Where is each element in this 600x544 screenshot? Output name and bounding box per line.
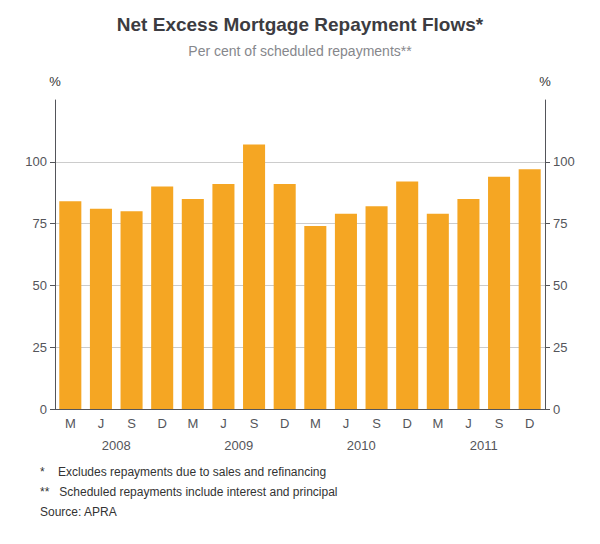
svg-text:D: D [157, 416, 166, 431]
svg-text:D: D [402, 416, 411, 431]
svg-text:75: 75 [553, 216, 567, 231]
svg-text:S: S [495, 416, 504, 431]
svg-text:J: J [220, 416, 227, 431]
svg-text:D: D [525, 416, 534, 431]
svg-text:%: % [539, 74, 551, 89]
svg-text:Source: APRA: Source: APRA [40, 505, 117, 519]
svg-text:2010: 2010 [347, 438, 376, 453]
svg-text:M: M [310, 416, 321, 431]
svg-text:S: S [372, 416, 381, 431]
svg-text:M: M [65, 416, 76, 431]
svg-text:0: 0 [553, 402, 560, 417]
svg-text:100: 100 [25, 154, 47, 169]
svg-text:%: % [49, 74, 61, 89]
svg-text:S: S [127, 416, 136, 431]
svg-text:2009: 2009 [224, 438, 253, 453]
svg-text:J: J [343, 416, 350, 431]
svg-text:2011: 2011 [470, 438, 498, 453]
svg-text:J: J [98, 416, 105, 431]
svg-text:S: S [250, 416, 259, 431]
svg-text:D: D [280, 416, 289, 431]
svg-text:M: M [432, 416, 443, 431]
svg-text:J: J [465, 416, 472, 431]
svg-text:100: 100 [553, 154, 575, 169]
svg-text:25: 25 [553, 340, 567, 355]
svg-text:75: 75 [33, 216, 47, 231]
svg-text:* Excludes repayments due t: * Excludes repayments due to sales and r… [40, 465, 326, 479]
svg-text:Net Excess Mortgage Repayment: Net Excess Mortgage Repayment Flows* [117, 14, 484, 35]
svg-text:M: M [187, 416, 198, 431]
svg-text:2008: 2008 [102, 438, 131, 453]
svg-text:Per cent of scheduled repaymen: Per cent of scheduled repayments** [188, 43, 412, 59]
svg-text:50: 50 [33, 278, 47, 293]
svg-text:25: 25 [33, 340, 47, 355]
svg-text:** Scheduled repayments incl: ** Scheduled repayments include interest… [40, 485, 338, 499]
svg-text:0: 0 [40, 402, 47, 417]
svg-text:50: 50 [553, 278, 567, 293]
